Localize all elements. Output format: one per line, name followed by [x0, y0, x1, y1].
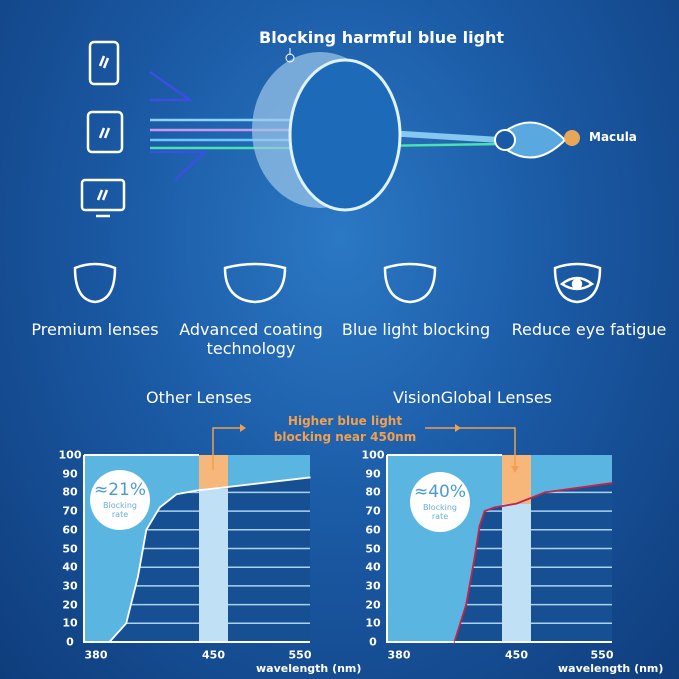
y-tick-label: 20 [62, 598, 78, 612]
eye-icon [493, 121, 580, 159]
highlight-band [502, 503, 531, 642]
y-tick-label: 10 [62, 616, 78, 630]
plot-area-below-curve [454, 483, 612, 642]
y-tick-label: 90 [365, 467, 381, 481]
x-tick-label: 550 [288, 648, 312, 662]
blue-light-illustration [80, 40, 580, 218]
badge-value: ≈40% [413, 482, 467, 502]
feature-icons [73, 262, 602, 304]
smartphone-icon [88, 40, 120, 86]
y-tick-label: 0 [66, 635, 74, 649]
highlight-band-top [502, 455, 531, 504]
y-tick-label: 60 [62, 523, 78, 537]
annotation-arrows [212, 424, 519, 473]
data-point [212, 487, 215, 490]
data-point [525, 499, 527, 501]
x-tick-label: 380 [84, 648, 108, 662]
y-tick-label: 50 [62, 542, 78, 555]
annotation-text: Higher blue light blocking near 450nm [273, 414, 417, 444]
feature-reduce-eye-fatigue: Reduce eye fatigue [511, 320, 667, 339]
chart-title-other: Other Lenses [146, 388, 252, 407]
highlight-band [199, 488, 228, 642]
data-point [125, 622, 128, 625]
arrow-head [455, 424, 461, 432]
y-tick-label: 0 [369, 635, 377, 649]
blue-light-lens-icon [383, 262, 437, 304]
x-tick-label: 550 [590, 648, 614, 662]
blocking-curve [453, 482, 613, 643]
data-point [137, 575, 139, 578]
y-tick-label: 70 [62, 504, 78, 518]
data-point [309, 476, 311, 479]
badge-label: Blocking rate [422, 503, 457, 521]
x-axis-label: wavelength (nm) [256, 662, 362, 675]
data-point [611, 482, 613, 484]
tablet-icon [86, 110, 124, 154]
chart-title-visionglobal: VisionGlobal Lenses [393, 388, 553, 407]
data-point [473, 557, 476, 559]
y-tick-label: 40 [365, 560, 381, 574]
x-tick-label: 450 [202, 648, 225, 662]
chart-0 [83, 454, 311, 643]
coated-lens-icon [223, 262, 287, 304]
data-point [195, 489, 198, 492]
y-tick-label: 60 [365, 523, 381, 537]
y-tick-label: 90 [62, 467, 78, 481]
y-tick-label: 80 [62, 485, 78, 499]
arrow-head [511, 466, 519, 473]
chart-1 [386, 454, 613, 643]
axes [83, 455, 310, 643]
y-tick-label: 100 [361, 448, 385, 462]
data-point [483, 510, 486, 512]
axes [386, 455, 612, 643]
monitor-icon [80, 178, 126, 218]
arrow-head [240, 424, 246, 432]
feature-blue-light-blocking: Blue light blocking [341, 320, 491, 339]
y-tick-label: 30 [62, 579, 78, 593]
y-tick-label: 10 [365, 616, 381, 630]
y-tick-label: 70 [365, 504, 381, 518]
x-axis-label: wavelength (nm) [558, 662, 664, 675]
x-tick-label: 450 [505, 648, 528, 662]
headline: Blocking harmful blue light [259, 28, 505, 47]
data-point [544, 491, 546, 494]
macula-label: Macula [589, 130, 637, 144]
blocking-rate-badge [410, 472, 470, 532]
feature-premium-lenses: Premium lenses [31, 320, 159, 339]
data-point [465, 603, 467, 606]
y-tick-label: 40 [62, 560, 78, 574]
data-point [175, 493, 178, 496]
badge-value: ≈21% [93, 480, 147, 500]
y-tick-label: 50 [365, 542, 381, 555]
x-tick-label: 380 [387, 648, 411, 662]
data-point [515, 502, 518, 505]
data-point [453, 641, 456, 643]
y-tick-label: 80 [365, 485, 381, 499]
y-tick-label: 20 [365, 598, 381, 612]
data-point [478, 525, 481, 527]
badge-label: Blocking rate [102, 501, 137, 519]
data-point [108, 641, 111, 643]
arrow-left-path [212, 427, 240, 470]
data-point [145, 529, 148, 531]
feature-advanced-coating: Advanced coating technology [179, 320, 323, 358]
lens-graphic [252, 48, 402, 212]
y-tick-label: 100 [58, 448, 82, 462]
lens-icon [73, 262, 117, 304]
y-tick-label: 30 [365, 579, 381, 593]
blocking-rate-badge [90, 470, 150, 530]
data-point [493, 506, 496, 509]
data-point [158, 506, 161, 509]
eye-lens-icon [553, 262, 602, 304]
